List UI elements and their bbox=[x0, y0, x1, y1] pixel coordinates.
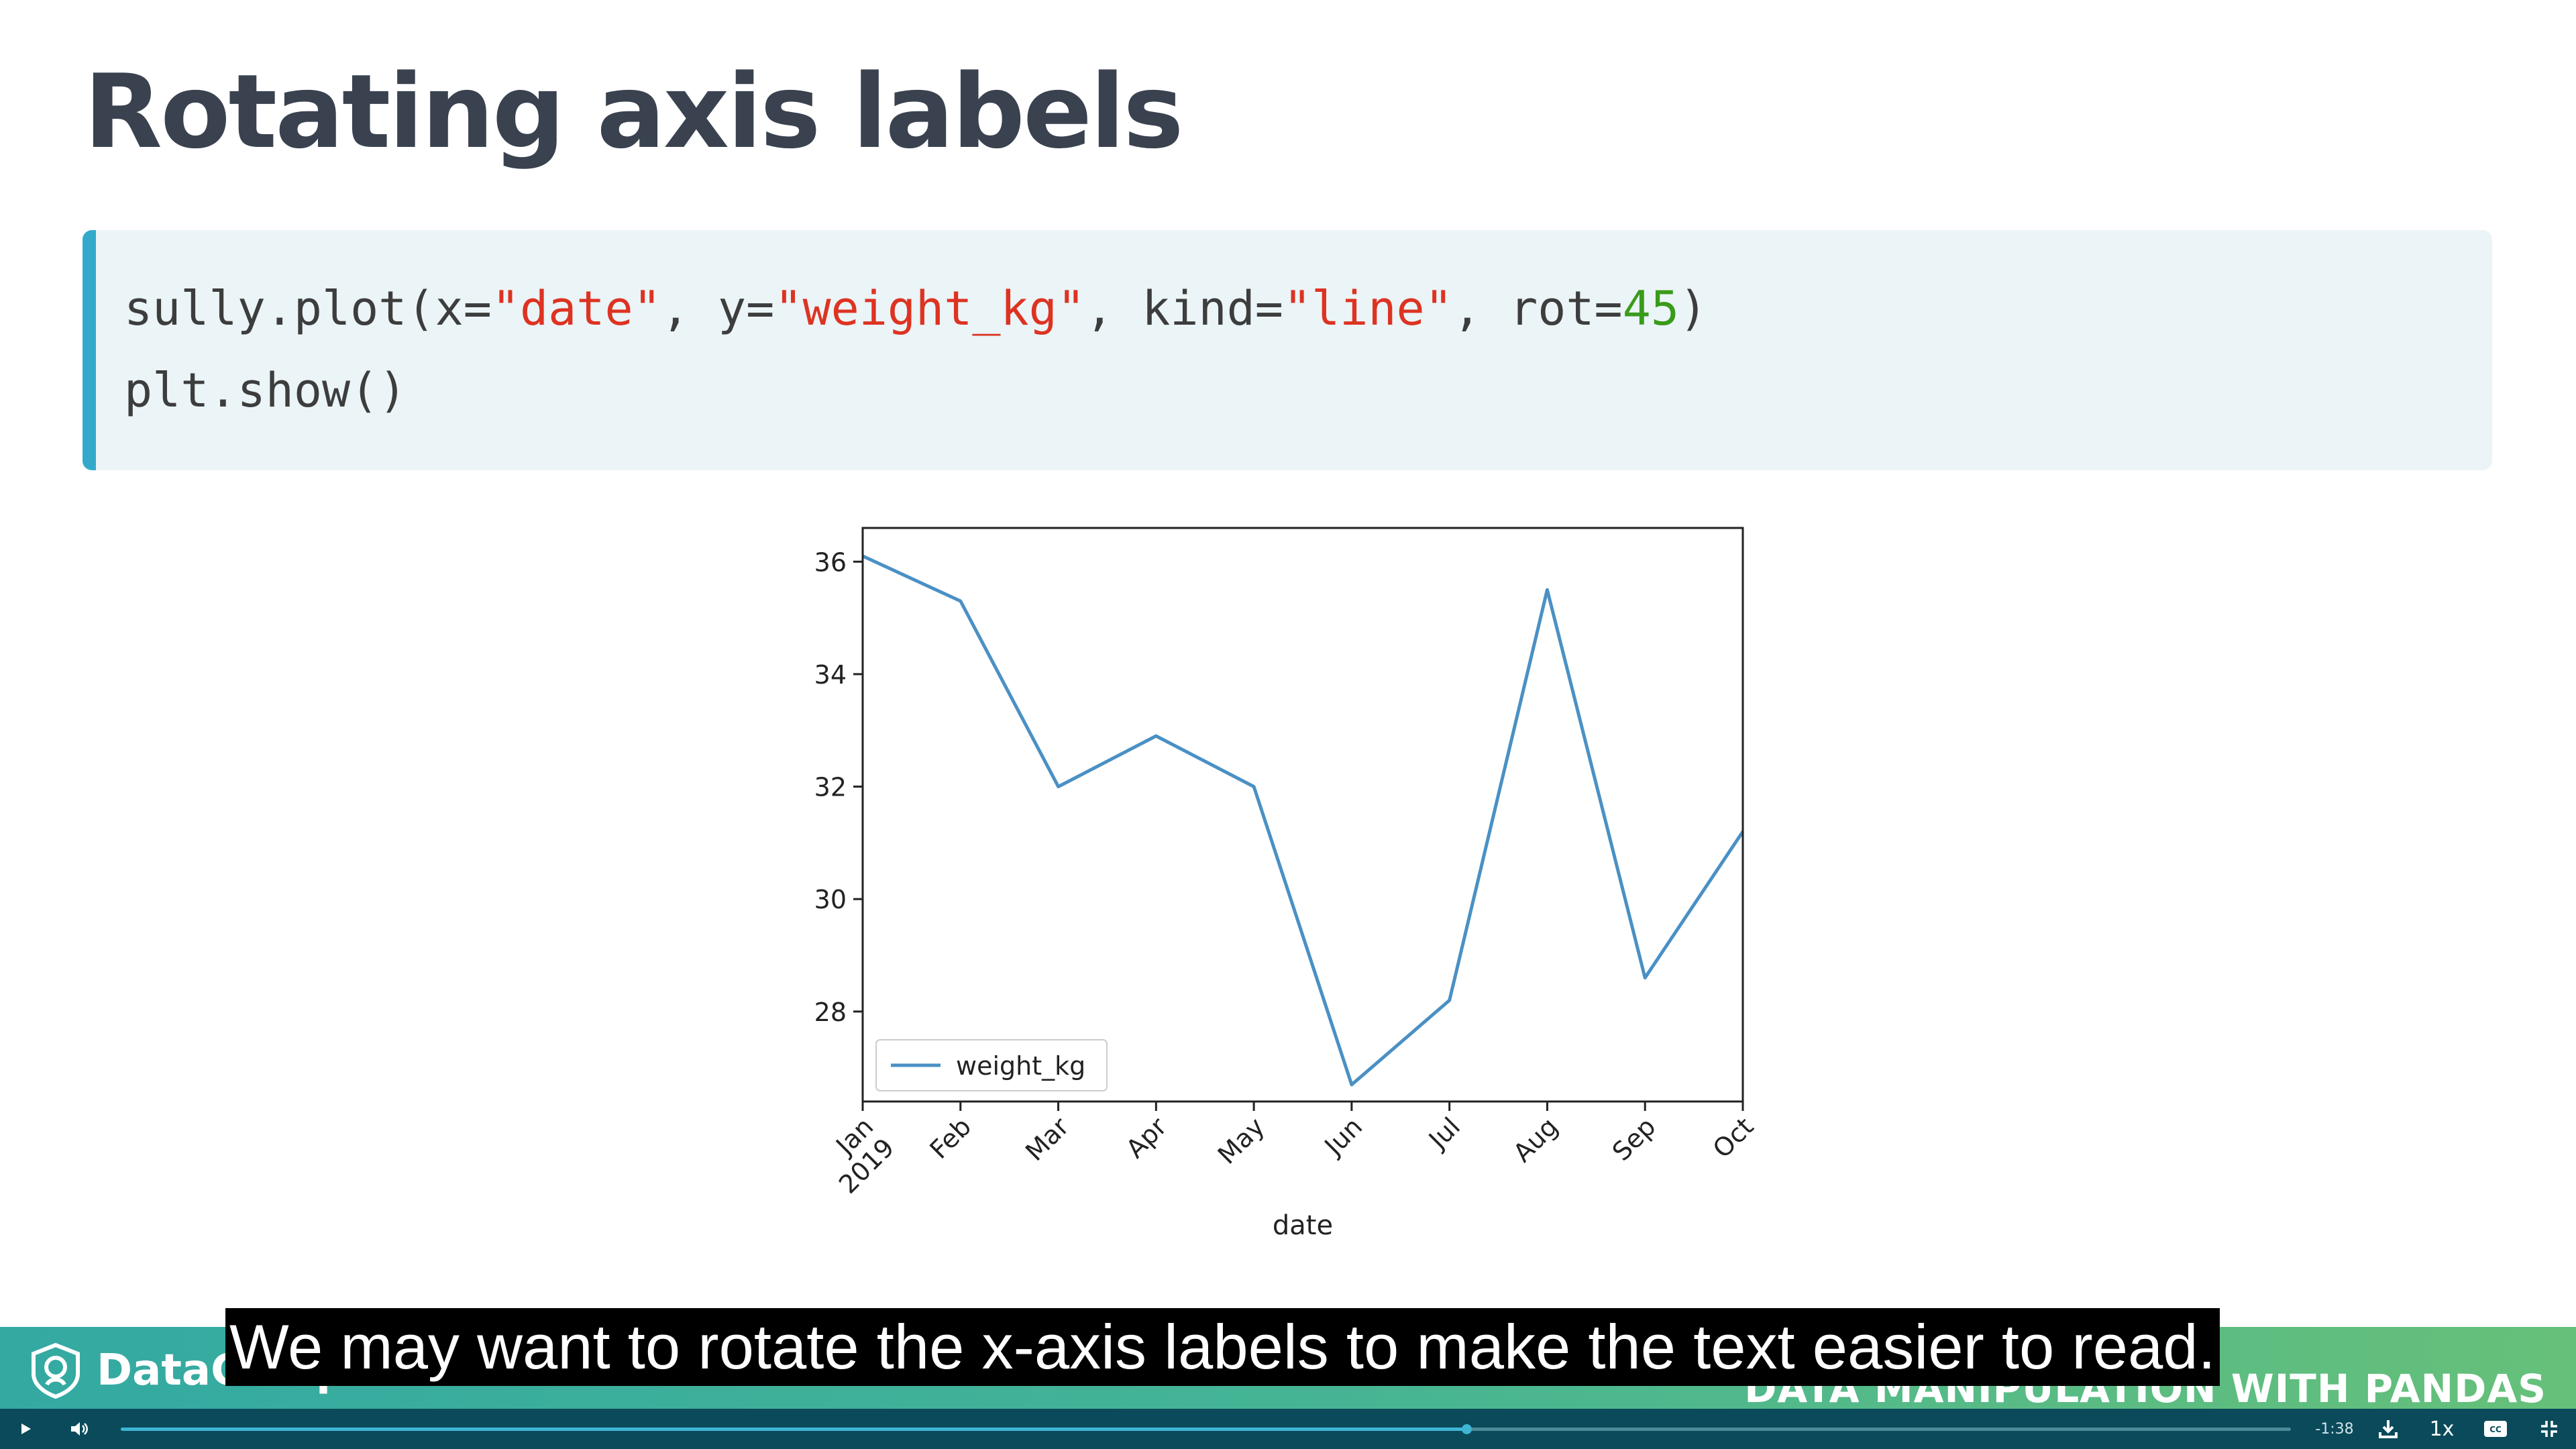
code-token-0: sully.plot(x= bbox=[124, 281, 492, 336]
play-button[interactable] bbox=[12, 1409, 39, 1449]
fullscreen-exit-icon bbox=[2541, 1421, 2557, 1437]
volume-button[interactable] bbox=[64, 1409, 94, 1449]
x-tick-label-5: Jun bbox=[1318, 1112, 1368, 1162]
code-block: sully.plot(x="date", y="weight_kg", kind… bbox=[83, 230, 2492, 470]
code-text: sully.plot(x="date", y="weight_kg", kind… bbox=[124, 268, 1707, 431]
y-tick-label-28: 28 bbox=[814, 998, 847, 1027]
svg-text:CC: CC bbox=[2489, 1425, 2502, 1434]
captions-icon: CC bbox=[2484, 1421, 2507, 1437]
video-player-controls: -1:38 1x CC bbox=[0, 1409, 2576, 1449]
play-icon bbox=[21, 1424, 31, 1434]
fullscreen-exit-button[interactable] bbox=[2529, 1409, 2569, 1449]
progress-bar-handle[interactable] bbox=[1461, 1424, 1472, 1434]
plot-area-frame bbox=[861, 527, 1744, 1103]
x-tick-label-3: Apr bbox=[1120, 1112, 1173, 1164]
progress-bar[interactable] bbox=[121, 1424, 2291, 1434]
x-tick-label-4: May bbox=[1212, 1112, 1271, 1170]
x-tick-label-1: Feb bbox=[924, 1112, 977, 1165]
x-tick-label-part: Apr bbox=[1120, 1112, 1173, 1164]
code-token-2: , y= bbox=[661, 281, 775, 336]
x-tick-label-9: Oct bbox=[1707, 1112, 1760, 1164]
subtitle-caption: We may want to rotate the x-axis labels … bbox=[225, 1308, 2220, 1386]
x-tick-label-part: Aug bbox=[1507, 1112, 1564, 1168]
x-tick-label-part: Sep bbox=[1607, 1112, 1662, 1167]
y-tick-label-32: 32 bbox=[814, 773, 847, 802]
x-tick-label-7: Aug bbox=[1507, 1112, 1564, 1168]
code-token-6: , rot= bbox=[1452, 281, 1623, 336]
download-button[interactable] bbox=[2368, 1409, 2408, 1449]
x-tick-label-6: Jul bbox=[1422, 1112, 1466, 1155]
code-token-8: ) bbox=[1678, 281, 1708, 336]
slide-title: Rotating axis labels bbox=[84, 52, 1184, 171]
code-token-3: "weight_kg" bbox=[774, 281, 1085, 336]
code-token-5: "line" bbox=[1283, 281, 1453, 336]
code-token-7: 45 bbox=[1622, 281, 1679, 336]
code-token-4: , kind= bbox=[1085, 281, 1283, 336]
code-line-1: sully.plot(x="date", y="weight_kg", kind… bbox=[124, 268, 1707, 350]
x-tick-label-part: Jun bbox=[1318, 1112, 1368, 1162]
x-tick-label-part: Oct bbox=[1707, 1112, 1760, 1164]
x-tick-label-8: Sep bbox=[1607, 1112, 1662, 1167]
datacamp-logo-icon bbox=[32, 1342, 80, 1399]
y-tick-label-34: 34 bbox=[814, 660, 847, 690]
time-remaining: -1:38 bbox=[2315, 1420, 2354, 1438]
download-icon bbox=[2379, 1420, 2398, 1438]
code-line-2: plt.show() bbox=[124, 363, 407, 418]
x-tick-label-2: Mar bbox=[1020, 1112, 1075, 1167]
legend-label: weight_kg bbox=[956, 1051, 1085, 1081]
x-tick-label-0: Jan2019 bbox=[812, 1112, 900, 1199]
code-token-1: "date" bbox=[491, 281, 661, 336]
progress-bar-fill bbox=[121, 1428, 1466, 1431]
x-tick-label-part: Mar bbox=[1020, 1112, 1075, 1167]
playback-speed-button[interactable]: 1x bbox=[2429, 1417, 2455, 1441]
y-tick-label-36: 36 bbox=[814, 547, 847, 577]
captions-button[interactable]: CC bbox=[2475, 1409, 2516, 1449]
legend-box bbox=[875, 1039, 1108, 1091]
x-tick-label-part: Feb bbox=[924, 1112, 977, 1165]
series-line-weight_kg bbox=[861, 554, 1745, 1087]
x-tick-label-part: Jul bbox=[1422, 1112, 1466, 1155]
x-tick-label-part: May bbox=[1212, 1112, 1271, 1170]
code-block-accent-bar bbox=[83, 230, 96, 470]
x-axis-label: date bbox=[1273, 1210, 1333, 1241]
line-chart: 28 30 32 34 36 Jan2019 Feb Mar Apr May Jun Jul Aug Se… bbox=[812, 527, 1760, 1241]
volume-icon bbox=[71, 1422, 88, 1436]
y-tick-label-30: 30 bbox=[814, 885, 847, 914]
